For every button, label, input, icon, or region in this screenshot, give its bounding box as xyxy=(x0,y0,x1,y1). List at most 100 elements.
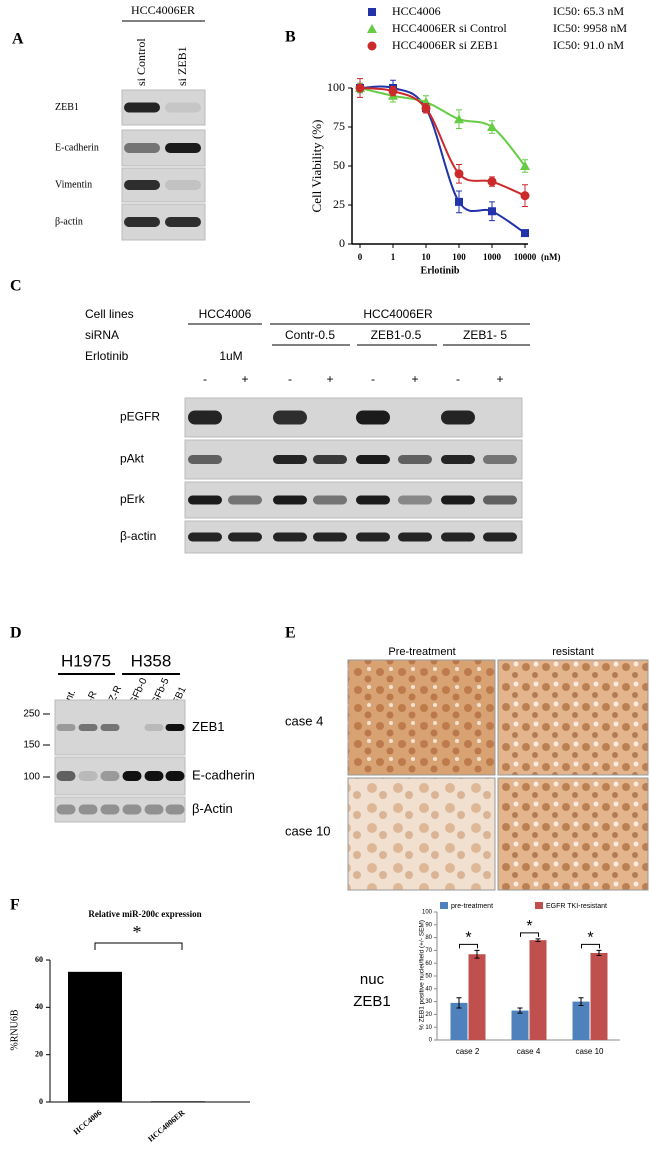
band xyxy=(356,455,390,464)
band xyxy=(356,532,390,542)
significance-bracket xyxy=(94,942,183,950)
y-tick-label: 60 xyxy=(425,961,432,967)
band xyxy=(398,495,432,505)
blot xyxy=(184,397,523,438)
band xyxy=(441,410,475,425)
band xyxy=(78,804,98,815)
y-tick-label: 100 xyxy=(422,910,433,916)
point xyxy=(421,103,431,113)
band xyxy=(398,455,432,464)
band xyxy=(122,804,142,815)
bar xyxy=(590,952,608,1040)
blot xyxy=(121,89,206,126)
band xyxy=(165,180,201,190)
y-tick-label: 40 xyxy=(35,1002,43,1011)
x-tick-label: 1 xyxy=(391,252,396,262)
treatment: + xyxy=(241,372,248,386)
error-bar xyxy=(456,997,462,1009)
y-tick-label: 80 xyxy=(425,935,432,941)
band xyxy=(124,217,160,227)
band xyxy=(56,771,76,781)
legend-label: HCC4006ER si Control xyxy=(392,21,507,35)
mw-marker: 150 xyxy=(23,740,40,751)
row-label: β-actin xyxy=(120,529,156,543)
legend-label: pre-treatment xyxy=(451,903,493,910)
lane-label: si Control xyxy=(134,38,148,86)
legend-label: EGFR TKI-resistant xyxy=(546,903,607,910)
treatment: + xyxy=(411,372,418,386)
ihc-image xyxy=(497,777,649,891)
panel-letter: D xyxy=(10,625,22,642)
treatment: + xyxy=(326,372,333,386)
legend-ic50: IC50: 65.3 nM xyxy=(553,4,624,18)
point xyxy=(355,83,365,93)
cell-line: H1975 xyxy=(61,651,111,670)
treatment: - xyxy=(288,372,292,386)
legend-marker xyxy=(367,41,377,51)
x-tick-label: case 4 xyxy=(517,1047,541,1056)
row-header: Cell lines xyxy=(85,307,134,321)
treatment: - xyxy=(456,372,460,386)
side-label: nuc xyxy=(360,971,385,988)
band xyxy=(100,771,120,781)
chart-title: Relative miR-200c expression xyxy=(88,909,201,919)
row-label: ZEB1 xyxy=(192,719,225,734)
significance: * xyxy=(133,922,142,942)
significance-bracket xyxy=(581,943,600,949)
y-tick-label: 50 xyxy=(425,974,432,980)
y-tick-label: 40 xyxy=(425,986,432,992)
legend-ic50: IC50: 91.0 nM xyxy=(553,38,624,52)
row-header: siRNA xyxy=(85,328,119,342)
mw-marker: 100 xyxy=(23,772,40,783)
band xyxy=(273,495,307,505)
bar xyxy=(151,1101,205,1102)
error-bar xyxy=(474,949,480,959)
legend-marker xyxy=(367,24,377,33)
legend-label: HCC4006 xyxy=(392,4,441,18)
column-label: resistant xyxy=(552,646,594,658)
row-label: case 4 xyxy=(285,713,323,728)
point xyxy=(454,114,464,124)
band xyxy=(144,804,164,815)
bar xyxy=(529,940,547,1040)
sirna-group: Contr-0.5 xyxy=(285,328,335,342)
band xyxy=(188,410,222,425)
bar xyxy=(468,954,486,1040)
legend-swatch xyxy=(440,902,448,909)
x-tick-label: HCC4006ER xyxy=(146,1108,186,1144)
dose-label: 1uM xyxy=(219,349,242,363)
band xyxy=(188,455,222,464)
band xyxy=(165,804,185,815)
cell-line: H358 xyxy=(131,651,172,670)
x-tick-label: case 2 xyxy=(456,1047,480,1056)
point xyxy=(487,122,497,131)
row-label: E-cadherin xyxy=(55,142,99,153)
significance-bracket xyxy=(459,943,478,949)
y-tick-label: 90 xyxy=(425,922,432,928)
cell-line: HCC4006ER xyxy=(363,307,433,321)
error-bar xyxy=(517,1007,523,1014)
band xyxy=(122,771,142,781)
band xyxy=(483,532,517,542)
y-tick-label: 75 xyxy=(333,119,345,133)
band xyxy=(356,410,390,425)
significance: * xyxy=(526,918,532,935)
column-label: Pre-treatment xyxy=(388,646,455,658)
legend-ic50: IC50: 9958 nM xyxy=(553,21,627,35)
significance: * xyxy=(465,930,471,947)
band xyxy=(165,217,201,227)
y-tick-label: 0 xyxy=(39,1097,43,1106)
band xyxy=(273,455,307,464)
bar xyxy=(511,1010,529,1040)
x-tick-label: 0 xyxy=(358,252,363,262)
band xyxy=(313,455,347,464)
bar xyxy=(68,971,122,1102)
row-label: pAkt xyxy=(120,452,145,466)
band xyxy=(188,495,222,505)
x-axis-title: Erlotinib xyxy=(421,265,460,276)
lane-label: si ZEB1 xyxy=(175,46,189,86)
panel-letter: E xyxy=(285,625,296,642)
y-tick-label: 30 xyxy=(425,999,432,1005)
mw-marker: 250 xyxy=(23,709,40,720)
band xyxy=(441,455,475,464)
